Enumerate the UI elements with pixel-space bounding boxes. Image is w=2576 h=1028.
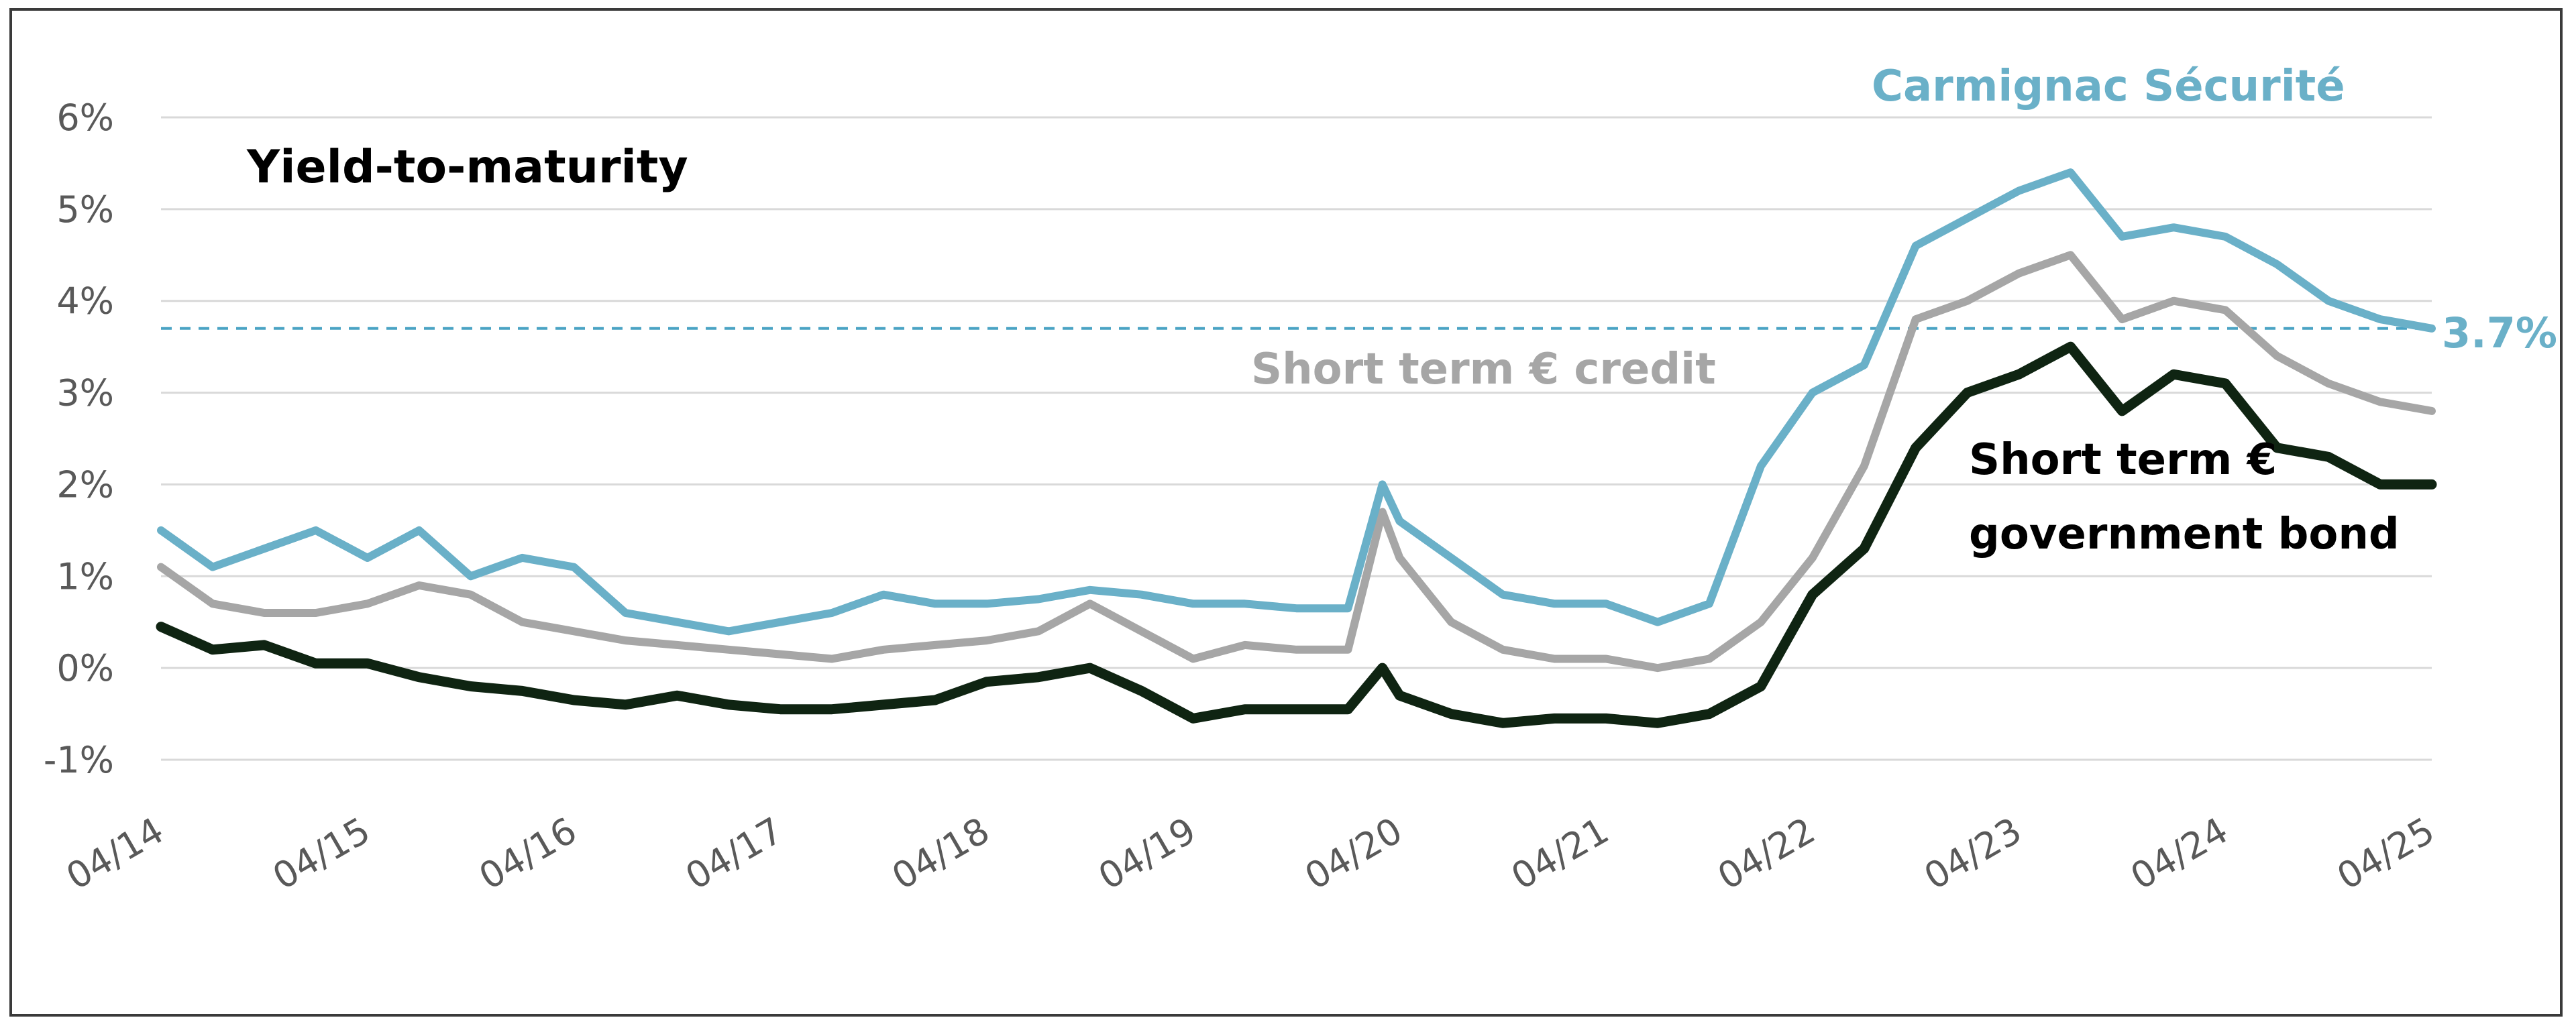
chart-frame — [9, 8, 2563, 1017]
x-tick-label: 04/21 — [1504, 809, 1615, 898]
series-line-government — [156, 341, 2437, 728]
x-tick-label: 04/15 — [266, 809, 377, 898]
grid-lines — [161, 116, 2432, 761]
x-tick-label: 04/23 — [1917, 809, 2029, 898]
government-series-label-line2: government bond — [1969, 510, 2400, 559]
y-tick-label: 0% — [56, 647, 114, 689]
series-lines — [156, 168, 2437, 728]
x-tick-label: 04/16 — [472, 809, 584, 898]
series-line-credit — [157, 251, 2436, 673]
x-tick-label: 04/22 — [1711, 809, 1822, 898]
x-tick-label: 04/24 — [2123, 809, 2235, 898]
x-tick-label: 04/18 — [885, 809, 996, 898]
government-series-label-line1: Short term € — [1969, 435, 2277, 485]
carmignac-series-label: Carmignac Sécurité — [1872, 62, 2345, 111]
y-tick-label: 5% — [56, 188, 114, 231]
y-tick-label: 4% — [56, 280, 114, 323]
x-tick-label: 04/17 — [678, 809, 790, 898]
x-tick-label: 04/25 — [2330, 809, 2441, 898]
y-tick-label: 1% — [56, 555, 114, 597]
chart-title: Yield-to-maturity — [246, 141, 688, 194]
x-tick-label: 04/19 — [1091, 809, 1203, 898]
x-axis-ticks: 04/14 04/15 04/16 04/17 04/18 04/19 04/20 04/21… — [59, 809, 2441, 898]
x-tick-label: 04/20 — [1298, 809, 1409, 898]
y-tick-label: 6% — [56, 97, 114, 139]
series-line-carmignac — [157, 168, 2436, 636]
y-tick-label: 3% — [56, 372, 114, 414]
x-tick-label: 04/14 — [59, 809, 170, 898]
y-tick-label: 2% — [56, 463, 114, 506]
y-tick-label: -1% — [44, 739, 114, 781]
credit-series-label: Short term € credit — [1251, 345, 1716, 394]
y-axis-ticks: -1% 0% 1% 2% 3% 4% 5% 6% — [44, 97, 114, 781]
reference-line-label: 3.7% — [2442, 308, 2557, 357]
